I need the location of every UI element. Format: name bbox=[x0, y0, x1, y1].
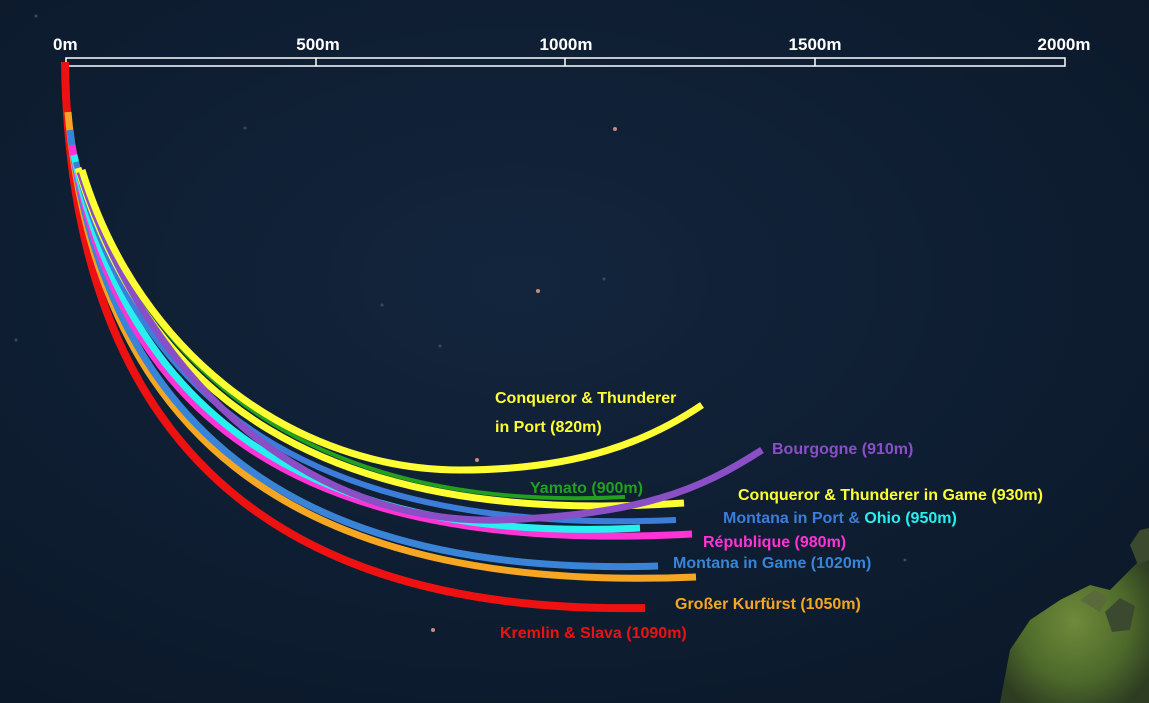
sea-dots bbox=[14, 14, 907, 562]
label-conqueror-game: Conqueror & Thunderer in Game (930m) bbox=[738, 487, 1043, 504]
scale-label-1000m: 1000m bbox=[540, 35, 593, 54]
label-montana-port-ohio: Montana in Port & Ohio (950m) bbox=[723, 510, 957, 527]
label-bourgogne: Bourgogne (910m) bbox=[772, 441, 913, 458]
turning-arcs bbox=[61, 61, 764, 613]
arc-kremlin-slava bbox=[61, 61, 646, 613]
label-montana-port: Montana in Port & bbox=[723, 510, 864, 527]
label-republique: République (980m) bbox=[703, 534, 846, 551]
scale-label-0m: 0m bbox=[53, 35, 78, 54]
label-conqueror-port-line2: in Port (820m) bbox=[495, 419, 602, 436]
label-montana-game: Montana in Game (1020m) bbox=[673, 555, 871, 572]
arc-bourgogne bbox=[76, 170, 764, 524]
label-grosser-kurfurst: Großer Kurfürst (1050m) bbox=[675, 596, 861, 613]
arc-ohio bbox=[70, 154, 641, 533]
arc-conqueror-port bbox=[78, 168, 704, 474]
sea-specks bbox=[431, 127, 617, 632]
island bbox=[1000, 528, 1149, 703]
scale-label-2000m: 2000m bbox=[1038, 35, 1091, 54]
label-ohio: Ohio (950m) bbox=[864, 510, 956, 527]
label-yamato: Yamato (900m) bbox=[530, 480, 643, 497]
ship-labels: Conqueror & Thunderer in Port (820m) Bou… bbox=[495, 390, 1043, 642]
label-conqueror-port-line1: Conqueror & Thunderer bbox=[495, 390, 676, 407]
label-kremlin-slava: Kremlin & Slava (1090m) bbox=[500, 625, 687, 642]
scale-label-500m: 500m bbox=[296, 35, 339, 54]
scale-label-1500m: 1500m bbox=[789, 35, 842, 54]
